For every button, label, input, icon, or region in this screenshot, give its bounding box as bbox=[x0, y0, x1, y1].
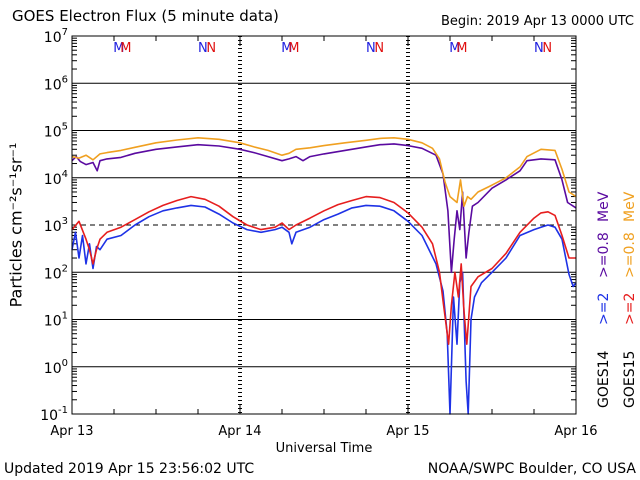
series-layer bbox=[71, 137, 577, 415]
top-markers: MM NN MM NN MM NN bbox=[113, 41, 552, 56]
legend-text-1-0: GOES15 bbox=[622, 350, 638, 408]
legend-text-1-3: MeV bbox=[622, 192, 638, 223]
y-tick-label-8: 10-1 bbox=[40, 405, 68, 424]
y-tick-label-1: 106 bbox=[44, 74, 68, 93]
top-marker-8: M bbox=[449, 41, 460, 56]
begin-label: Begin: 2019 Apr 13 0000 UTC bbox=[440, 14, 634, 29]
y-tick-label-2: 105 bbox=[44, 122, 68, 141]
day-boundary-markers bbox=[113, 36, 535, 414]
legend-text-0-2: >=0.8 bbox=[596, 232, 612, 279]
x-tick-label-0: Apr 13 bbox=[50, 424, 93, 439]
top-marker-3: N bbox=[206, 41, 216, 56]
x-tick-label-3: Apr 16 bbox=[554, 424, 597, 439]
legend-text-1-2: >=0.8 bbox=[622, 232, 638, 279]
legend-text-0-3: MeV bbox=[596, 192, 612, 223]
series-line-3 bbox=[71, 195, 576, 346]
legend-text-0-0: GOES14 bbox=[596, 350, 612, 408]
y-axis-label: Particles cm⁻²s⁻¹sr⁻¹ bbox=[6, 142, 26, 308]
top-marker-10: N bbox=[534, 41, 544, 56]
y-tick-label-5: 102 bbox=[44, 263, 68, 282]
y-tick-label-0: 107 bbox=[44, 27, 68, 46]
y-tick-label-3: 104 bbox=[44, 169, 68, 188]
footer-updated: Updated 2019 Apr 15 23:56:02 UTC bbox=[4, 461, 255, 477]
plot-frame bbox=[71, 35, 577, 415]
top-marker-11: N bbox=[542, 41, 552, 56]
top-marker-5: M bbox=[288, 41, 299, 56]
legend-text-0-1: >=2 bbox=[596, 292, 612, 325]
y-tick-label-6: 101 bbox=[44, 311, 68, 330]
series-line-2 bbox=[71, 204, 577, 415]
legend-text-1-1: >=2 bbox=[622, 292, 638, 325]
grid-layer bbox=[72, 35, 576, 415]
series-line-0 bbox=[71, 143, 577, 274]
footer-credit: NOAA/SWPC Boulder, CO USA bbox=[427, 461, 636, 477]
x-axis-label: Universal Time bbox=[275, 441, 373, 456]
y-tick-label-7: 100 bbox=[44, 358, 68, 377]
top-marker-2: N bbox=[198, 41, 208, 56]
top-marker-6: N bbox=[366, 41, 376, 56]
x-tick-labels: Apr 13 Apr 14 Apr 15 Apr 16 bbox=[50, 424, 597, 439]
x-tick-label-1: Apr 14 bbox=[218, 424, 261, 439]
top-marker-1: M bbox=[120, 41, 131, 56]
x-tick-label-2: Apr 15 bbox=[386, 424, 429, 439]
top-marker-7: N bbox=[374, 41, 384, 56]
series-line-1 bbox=[71, 137, 577, 207]
y-tick-label-4: 103 bbox=[44, 216, 68, 235]
chart-title: GOES Electron Flux (5 minute data) bbox=[12, 7, 279, 25]
top-marker-9: M bbox=[456, 41, 467, 56]
top-marker-0: M bbox=[113, 41, 124, 56]
y-tick-labels: 107 106 105 104 103 102 101 100 10-1 bbox=[40, 27, 68, 424]
top-marker-4: M bbox=[281, 41, 292, 56]
